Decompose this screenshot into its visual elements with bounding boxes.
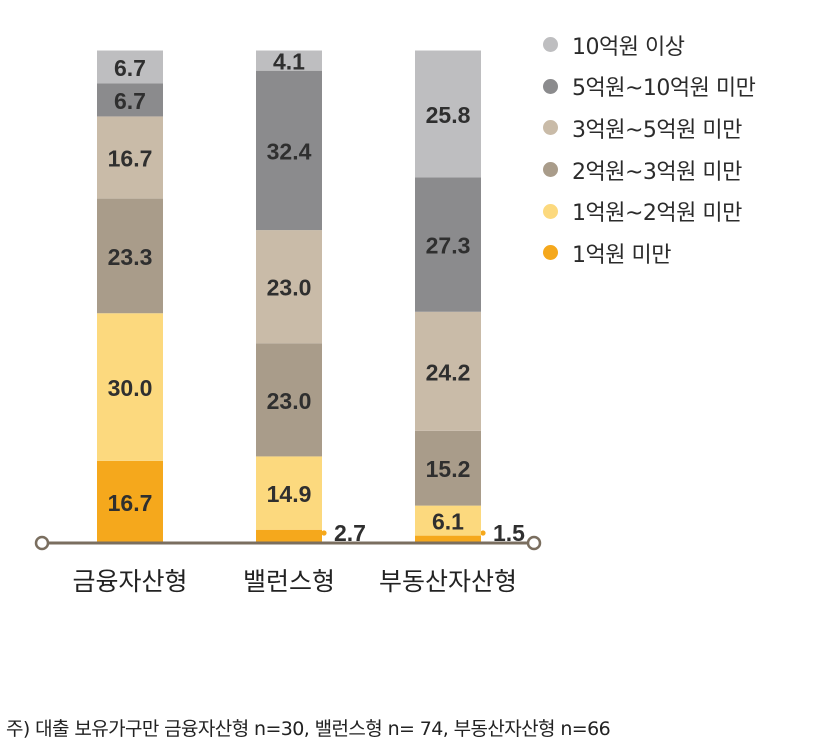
data-label: 32.4 <box>267 138 312 164</box>
category-label: 부동산자산형 <box>379 567 517 596</box>
data-label: 23.0 <box>267 388 312 414</box>
legend-label: 2억원~3억원 미만 <box>572 159 742 185</box>
data-label-marker <box>480 530 486 536</box>
bar-segment <box>415 177 481 312</box>
category-label: 금융자산형 <box>72 567 187 596</box>
legend-item: 2억원~3억원 미만 <box>543 149 755 191</box>
data-label: 16.7 <box>108 490 153 516</box>
data-label: 6.7 <box>114 55 146 81</box>
bar-segment <box>256 343 322 457</box>
bar-segment <box>415 50 481 178</box>
legend-item: 5억원~10억원 미만 <box>543 66 756 108</box>
legend-label: 1억원 미만 <box>572 242 671 268</box>
legend-label: 10억원 이상 <box>572 34 685 60</box>
bar-segment <box>415 535 481 543</box>
data-label: 25.8 <box>426 102 471 128</box>
legend-item: 1억원 미만 <box>543 232 755 274</box>
chart-legend: 10억원 이상 5억원~10억원 미만 3억원~5억원 미만 2억원~3억원 미만 1억… <box>543 24 756 274</box>
data-label: 4.1 <box>273 49 305 75</box>
bar-segment <box>97 83 163 117</box>
legend-label: 5억원~10억원 미만 <box>572 76 756 102</box>
bar-segment <box>256 230 322 344</box>
legend-label: 1억원~2억원 미만 <box>572 201 742 227</box>
legend-item: 3억원~5억원 미만 <box>543 107 755 149</box>
data-label: 14.9 <box>267 481 312 507</box>
data-label: 30.0 <box>108 375 153 401</box>
bar-segment <box>97 198 163 314</box>
category-label: 밸런스형 <box>243 567 335 596</box>
data-label: 16.7 <box>108 146 153 172</box>
legend-item: 10억원 이상 <box>543 24 755 66</box>
legend-label: 3억원~5억원 미만 <box>572 117 742 143</box>
bar-segment <box>256 70 322 231</box>
data-label: 27.3 <box>426 233 471 259</box>
axis-end-left <box>34 535 50 551</box>
bar-segment <box>415 311 481 431</box>
bar-segment <box>256 456 322 530</box>
data-label: 23.0 <box>267 275 312 301</box>
legend-swatch <box>543 162 558 178</box>
legend-swatch <box>543 37 558 53</box>
stacked-bar-chart: 16.730.023.316.76.76.7금융자산형2.714.923.023… <box>34 49 542 596</box>
bar-segment <box>97 116 163 199</box>
data-label: 6.7 <box>114 88 146 114</box>
axis-end-right <box>526 535 542 551</box>
data-label: 6.1 <box>432 509 464 535</box>
legend-item: 1억원~2억원 미만 <box>543 190 755 232</box>
bar-segment <box>415 505 481 536</box>
data-label: 23.3 <box>108 244 153 270</box>
bar-segment <box>97 50 163 84</box>
bar-segment <box>97 313 163 461</box>
legend-swatch <box>543 245 558 261</box>
data-label: 24.2 <box>426 359 471 385</box>
legend-swatch <box>543 120 558 136</box>
bar-segment <box>97 460 163 543</box>
legend-swatch <box>543 78 558 94</box>
data-label-marker <box>321 530 327 536</box>
data-label: 15.2 <box>426 456 471 482</box>
footnote: 주) 대출 보유가구만 금융자산형 n=30, 밸런스형 n= 74, 부동산자… <box>6 718 611 740</box>
bar-segment <box>256 529 322 543</box>
legend-swatch <box>543 203 558 219</box>
bar-segment <box>415 430 481 506</box>
bar-segment <box>256 50 322 71</box>
